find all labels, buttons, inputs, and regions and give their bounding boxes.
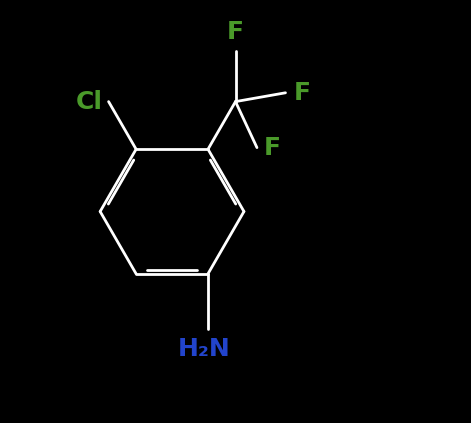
Text: F: F xyxy=(294,81,311,105)
Text: Cl: Cl xyxy=(75,90,102,114)
Text: H₂N: H₂N xyxy=(178,337,230,361)
Text: F: F xyxy=(263,136,280,159)
Text: F: F xyxy=(227,20,244,44)
